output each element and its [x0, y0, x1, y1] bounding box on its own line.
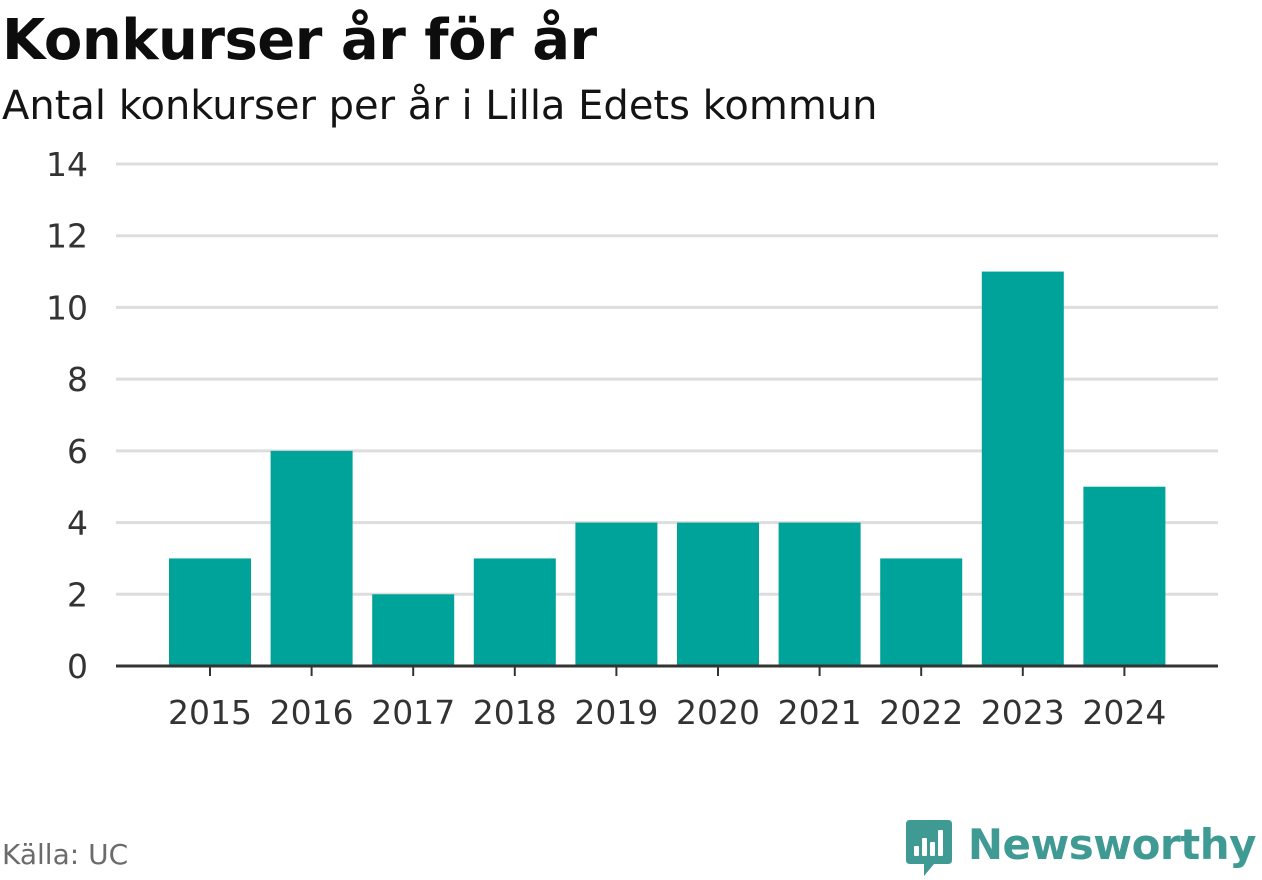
x-tick-label: 2017 — [371, 693, 455, 732]
bar-2015 — [169, 558, 251, 666]
chart-subtitle: Antal konkurser per år i Lilla Edets kom… — [2, 83, 878, 129]
brand: Newsworthy — [904, 818, 1257, 880]
y-tick-label: 14 — [46, 145, 88, 184]
x-tick-label: 2018 — [473, 693, 557, 732]
x-tick-label: 2021 — [778, 693, 862, 732]
x-tick-label: 2019 — [574, 693, 658, 732]
x-axis — [116, 664, 1218, 676]
y-tick-label: 12 — [46, 217, 88, 256]
brand-name: Newsworthy — [967, 820, 1257, 869]
bar-2024 — [1083, 486, 1166, 666]
y-tick-label: 4 — [67, 504, 88, 543]
y-tick-label: 10 — [46, 288, 88, 327]
bar-2019 — [575, 522, 658, 666]
bar-2018 — [473, 558, 556, 666]
x-tick-label: 2016 — [270, 693, 354, 732]
bar-2016 — [270, 450, 353, 666]
bar-2021 — [778, 522, 861, 666]
x-tick-label: 2023 — [981, 693, 1065, 732]
y-tick-label: 2 — [67, 575, 88, 614]
bars — [169, 271, 1166, 666]
chart-title: Konkurser år för år — [2, 8, 597, 73]
x-tick-label: 2020 — [676, 693, 760, 732]
bar-2023 — [981, 271, 1064, 666]
bar-2017 — [372, 594, 455, 666]
x-tick-label: 2015 — [168, 693, 252, 732]
y-tick-label: 0 — [67, 647, 88, 686]
y-tick-label: 8 — [67, 360, 88, 399]
bar-chart: 0 2 4 6 8 10 12 14 2015 2016 2017 2018 2019 2020 2021… — [46, 145, 1218, 732]
x-axis-tick-labels: 2015 2016 2017 2018 2019 2020 2021 2022 2023 2024 — [168, 693, 1166, 732]
y-axis-tick-labels: 0 2 4 6 8 10 12 14 — [46, 145, 88, 686]
x-tick-label: 2024 — [1082, 693, 1166, 732]
y-tick-label: 6 — [67, 432, 88, 471]
x-tick-label: 2022 — [879, 693, 963, 732]
bar-2022 — [880, 558, 963, 666]
bar-2020 — [677, 522, 759, 666]
source-note: Källa: UC — [2, 838, 129, 871]
newsworthy-logo-icon — [905, 820, 952, 876]
